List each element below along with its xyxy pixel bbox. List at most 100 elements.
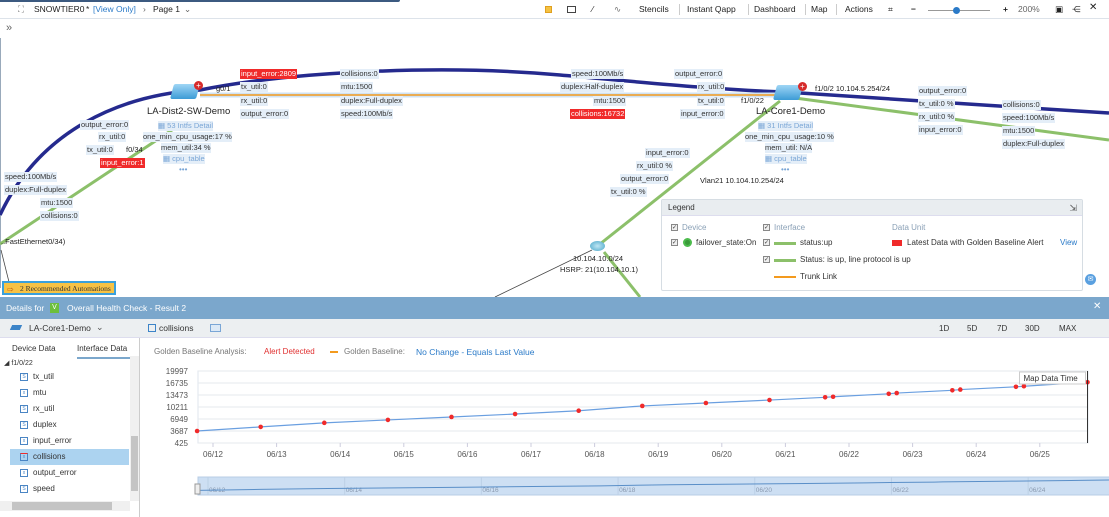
- range-7d[interactable]: 7D: [997, 324, 1008, 333]
- page-selector[interactable]: Page 1: [153, 4, 180, 14]
- baseline-swatch: [330, 351, 338, 353]
- legend-title: Legend: [668, 203, 695, 212]
- intfs-detail-link[interactable]: ▦ 53 Intfs Detail: [158, 121, 214, 131]
- close-icon[interactable]: ✕: [1089, 2, 1098, 13]
- stencils-button[interactable]: Stencils: [639, 4, 669, 14]
- map-button[interactable]: Map: [811, 4, 828, 14]
- range-30d[interactable]: 30D: [1025, 324, 1040, 333]
- marker-box: [1019, 371, 1086, 385]
- actions-button[interactable]: Actions: [845, 4, 873, 14]
- device-name[interactable]: LA-Core1-Demo: [756, 106, 826, 117]
- close-details-icon[interactable]: ✕: [1093, 301, 1102, 312]
- range-5d[interactable]: 5D: [967, 324, 978, 333]
- alert-plus-icon[interactable]: +: [798, 82, 807, 91]
- x-tick-label: 06/14: [330, 450, 351, 459]
- data-point: [576, 408, 581, 414]
- data-point: [385, 417, 391, 423]
- note-icon[interactable]: [545, 6, 552, 13]
- intfs-detail-link[interactable]: ▦ 31 Intfs Detail: [758, 121, 814, 131]
- tree-root[interactable]: ◢ f1/0/22: [4, 360, 33, 367]
- y-tick-label: 19997: [166, 367, 189, 376]
- zoom-in-button[interactable]: +: [1003, 4, 1008, 14]
- collapse-legend-icon[interactable]: ⇲: [1069, 203, 1077, 213]
- data-point: [822, 394, 828, 400]
- more-icon[interactable]: •••: [179, 165, 188, 174]
- alert-plus-icon[interactable]: +: [194, 81, 203, 90]
- tree-item-label: input_error: [33, 436, 72, 445]
- link-label: mtu:1500: [340, 82, 374, 92]
- horizontal-scrollbar[interactable]: [0, 501, 130, 511]
- link-label: input_error:0: [680, 109, 725, 119]
- tree-item[interactable]: x output_error: [20, 465, 130, 481]
- device-selector[interactable]: LA-Core1-Demo: [29, 323, 91, 333]
- share-icon[interactable]: ⋲: [1072, 4, 1081, 14]
- link-label: duplex:Full-duplex: [4, 185, 67, 195]
- port-label: g0/1: [216, 84, 231, 93]
- tree-item[interactable]: x input_error: [20, 433, 130, 449]
- vertical-scrollbar[interactable]: [130, 356, 139, 501]
- legend-panel: Legend ⇲ ✓ Device ✓ failover_state:On ✓ …: [661, 199, 1083, 291]
- expand-sidebar-icon[interactable]: »: [6, 22, 13, 34]
- zoom-level: 200%: [1018, 4, 1040, 14]
- failover-checkbox[interactable]: ✓: [671, 239, 678, 246]
- tree-item-label: mtu: [33, 388, 47, 397]
- zoom-slider-handle[interactable]: [952, 7, 960, 14]
- range-max[interactable]: MAX: [1059, 324, 1077, 333]
- details-prefix: Details for: [6, 303, 45, 313]
- tree-item-selected[interactable]: x collisions: [10, 449, 129, 465]
- chevron-down-icon[interactable]: ⌄: [96, 322, 104, 332]
- save-icon[interactable]: ▣: [1055, 4, 1064, 14]
- x-tick-label: 06/19: [648, 450, 669, 459]
- x-tick-label: 06/16: [457, 450, 478, 459]
- chevron-down-icon[interactable]: ⌄: [184, 4, 192, 14]
- baseline-label: Golden Baseline:: [344, 347, 405, 356]
- fullscreen-icon[interactable]: ⛶: [18, 4, 24, 14]
- status-up-label: status:up: [800, 238, 833, 247]
- device-name[interactable]: LA-Dist2-SW-Demo: [147, 106, 231, 117]
- cpu-table-link[interactable]: ▦ cpu_table: [765, 154, 807, 164]
- x-tick-label: 06/17: [521, 450, 542, 459]
- x-tick-label: 06/20: [712, 450, 733, 459]
- recommended-automations-button[interactable]: ⇨ 2 Recommended Automations: [2, 281, 116, 295]
- message-icon[interactable]: ✉: [1085, 274, 1096, 285]
- chart-area: Golden Baseline Analysis: Alert Detected…: [140, 338, 1109, 517]
- topology-links: [0, 68, 1109, 298]
- data-point: [1013, 384, 1019, 390]
- string-icon: S: [20, 484, 28, 493]
- tree-item[interactable]: x mtu: [20, 385, 130, 401]
- zoom-out-button[interactable]: −: [911, 4, 916, 14]
- navigator: [197, 476, 1109, 496]
- tab-device-data[interactable]: Device Data: [12, 344, 56, 353]
- interface-checkbox[interactable]: ✓: [763, 224, 770, 231]
- x-tick-label: 06/15: [394, 450, 415, 459]
- link-label: mtu:1500: [593, 96, 627, 106]
- tree-item-label: output_error: [33, 468, 77, 477]
- dashboard-button[interactable]: Dashboard: [754, 4, 796, 14]
- instant-qapp-button[interactable]: Instant Qapp: [687, 4, 736, 14]
- range-1d[interactable]: 1D: [939, 324, 950, 333]
- intfs-detail-label: 53 Intfs Detail: [167, 121, 214, 130]
- device-checkbox[interactable]: ✓: [671, 224, 678, 231]
- link-label: output_error:0: [240, 109, 290, 119]
- subnet-icon[interactable]: [590, 241, 605, 251]
- view-link[interactable]: View: [1060, 238, 1078, 247]
- cpu-table-link[interactable]: ▦ cpu_table: [163, 154, 205, 164]
- alert-label: collisions:16732: [570, 109, 626, 119]
- navigator-handle-left[interactable]: [194, 483, 201, 495]
- line-icon[interactable]: ⁄: [592, 4, 594, 14]
- status-line-checkbox[interactable]: ✓: [763, 256, 770, 263]
- view-toggle-icon[interactable]: [210, 324, 221, 332]
- status-up-checkbox[interactable]: ✓: [763, 239, 770, 246]
- tab-interface-data[interactable]: Interface Data: [77, 344, 128, 353]
- curve-icon[interactable]: ∿: [614, 4, 622, 14]
- rectangle-icon[interactable]: [567, 6, 576, 13]
- more-icon[interactable]: •••: [781, 165, 790, 174]
- fit-view-icon[interactable]: ⌗: [888, 4, 893, 14]
- link-label: rx_util:0: [240, 96, 269, 106]
- navigator-tick-label: 06/22: [892, 487, 909, 494]
- view-mode[interactable]: [View Only]: [93, 4, 136, 14]
